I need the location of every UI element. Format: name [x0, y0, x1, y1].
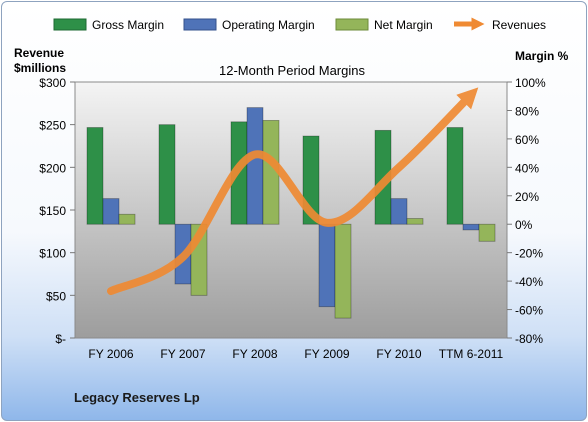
left-axis-title-line2: $millions [14, 61, 66, 75]
bar-net-margin [406, 218, 424, 225]
legend-label-operating-margin: Operating Margin [222, 18, 315, 32]
left-axis-tick-label: $150 [39, 204, 66, 218]
x-axis-tick-label: TTM 6-2011 [439, 347, 504, 361]
right-axis-tick-label: -80% [515, 332, 543, 346]
bar-net-margin [118, 213, 136, 225]
x-axis-tick-label: FY 2010 [376, 347, 421, 361]
legend-swatch-operating-margin [183, 18, 217, 31]
legend-item-revenues: Revenues [454, 17, 546, 32]
right-axis-title: Margin % [515, 49, 569, 63]
legend-label-net-margin: Net Margin [374, 18, 433, 32]
company-name: Legacy Reserves Lp [74, 390, 200, 405]
legend-item-net-margin: Net Margin [335, 18, 433, 32]
left-axis-tick-label: $50 [46, 289, 66, 303]
right-axis-tick-label: 0% [515, 218, 533, 232]
x-axis-tick-label: FY 2008 [232, 347, 277, 361]
legend-item-gross-margin: Gross Margin [53, 18, 164, 32]
left-axis-tick-label: $- [55, 332, 66, 346]
bar-operating-margin [462, 223, 480, 231]
legend-label-revenues: Revenues [492, 18, 546, 32]
left-axis: $- $50 $100 $150 $200 $250 $300 [39, 76, 75, 346]
right-axis-tick-label: -20% [515, 247, 543, 261]
revenue-line [107, 87, 479, 296]
left-axis-tick-label: $100 [39, 247, 66, 261]
legend-label-gross-margin: Gross Margin [92, 18, 164, 32]
bar-net-margin [334, 223, 352, 319]
legend-swatch-gross-margin [53, 18, 87, 31]
bar-net-margin [478, 223, 496, 242]
left-axis-tick-label: $200 [39, 161, 66, 175]
legend-item-operating-margin: Operating Margin [183, 18, 315, 32]
plot-area [74, 81, 508, 339]
bar-operating-margin [246, 107, 264, 225]
right-axis-tick-label: -40% [515, 275, 543, 289]
bar-series [86, 107, 496, 319]
left-axis-title-line1: Revenue [14, 46, 64, 60]
left-axis-tick-label: $300 [39, 76, 66, 90]
chart-title: 12-Month Period Margins [219, 63, 365, 78]
bar-gross-margin [158, 124, 176, 225]
x-axis-tick-label: FY 2009 [304, 347, 349, 361]
bar-operating-margin [318, 223, 336, 308]
legend: Gross Margin Operating Margin Net Margin… [53, 17, 546, 32]
right-axis-tick-label: 60% [515, 133, 539, 147]
left-axis-tick-label: $250 [39, 119, 66, 133]
legend-swatch-net-margin [335, 18, 369, 31]
right-axis-tick-label: 20% [515, 190, 539, 204]
x-axis-tick-label: FY 2006 [88, 347, 133, 361]
bar-operating-margin [390, 198, 408, 225]
right-axis-tick-label: 80% [515, 104, 539, 118]
bar-gross-margin [86, 127, 104, 225]
right-axis: -80% -60% -40% -20% 0% 20% 40% 60% 80% 100% [507, 76, 546, 346]
right-axis-tick-label: -60% [515, 304, 543, 318]
revenue-series [107, 87, 479, 296]
bar-operating-margin [102, 198, 120, 225]
right-axis-tick-label: 40% [515, 161, 539, 175]
x-axis: FY 2006 FY 2007 FY 2008 FY 2009 FY 2010 TTM 6… [88, 347, 503, 361]
bar-gross-margin [446, 127, 464, 225]
x-axis-tick-label: FY 2007 [160, 347, 205, 361]
right-axis-tick-label: 100% [515, 76, 546, 90]
